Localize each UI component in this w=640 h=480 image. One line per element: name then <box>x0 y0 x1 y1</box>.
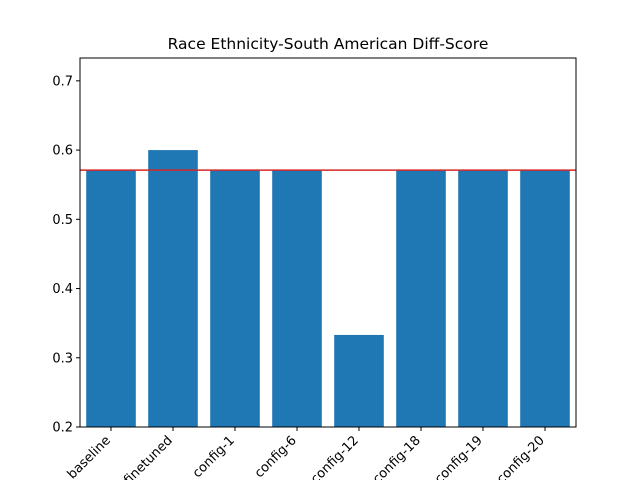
bar-baseline <box>86 170 136 427</box>
bars-group <box>86 150 570 428</box>
x-tick-label-config-12: config-12 <box>308 433 362 480</box>
y-tick-label: 0.2 <box>52 421 73 436</box>
bar-config-20 <box>520 170 570 427</box>
bar-config-6 <box>272 170 322 427</box>
plot-frame <box>79 57 577 428</box>
bar-config-1 <box>210 170 260 427</box>
y-tick-label: 0.6 <box>52 144 73 159</box>
x-axis: baseline finetuned config-1 config-6 config-… <box>65 427 548 480</box>
x-tick-label-baseline: baseline <box>65 433 114 480</box>
bar-finetuned <box>148 150 198 428</box>
bar-config-12 <box>334 334 384 427</box>
bar-config-18 <box>396 170 446 427</box>
y-tick-label: 0.4 <box>52 282 73 297</box>
y-tick-label: 0.3 <box>52 351 73 366</box>
x-tick-label-config-19: config-19 <box>432 433 486 480</box>
y-tick-label: 0.7 <box>52 74 73 89</box>
x-tick-label-config-18: config-18 <box>370 433 424 480</box>
y-axis: 0.2 0.3 0.4 0.5 0.6 0.7 <box>52 74 80 436</box>
x-tick-label-finetuned: finetuned <box>121 433 176 480</box>
x-tick-label-config-1: config-1 <box>190 433 238 480</box>
y-tick-label: 0.5 <box>52 213 73 228</box>
x-tick-label-config-6: config-6 <box>252 433 300 480</box>
x-tick-label-config-20: config-20 <box>494 433 548 480</box>
chart-title: Race Ethnicity-South American Diff-Score <box>168 35 489 53</box>
bar-config-19 <box>458 170 508 427</box>
